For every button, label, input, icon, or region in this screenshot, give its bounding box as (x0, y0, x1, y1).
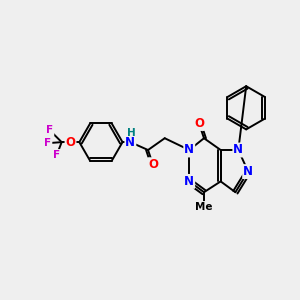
Text: F: F (46, 125, 53, 135)
Text: N: N (233, 143, 243, 157)
Text: O: O (148, 158, 158, 171)
Text: Me: Me (195, 202, 213, 212)
Text: N: N (243, 165, 253, 178)
Text: F: F (44, 138, 52, 148)
Text: O: O (194, 117, 204, 130)
Text: F: F (53, 150, 60, 160)
Text: N: N (125, 136, 135, 148)
Text: N: N (184, 175, 194, 188)
Text: O: O (65, 136, 76, 148)
Text: N: N (184, 143, 194, 157)
Text: H: H (127, 128, 136, 138)
